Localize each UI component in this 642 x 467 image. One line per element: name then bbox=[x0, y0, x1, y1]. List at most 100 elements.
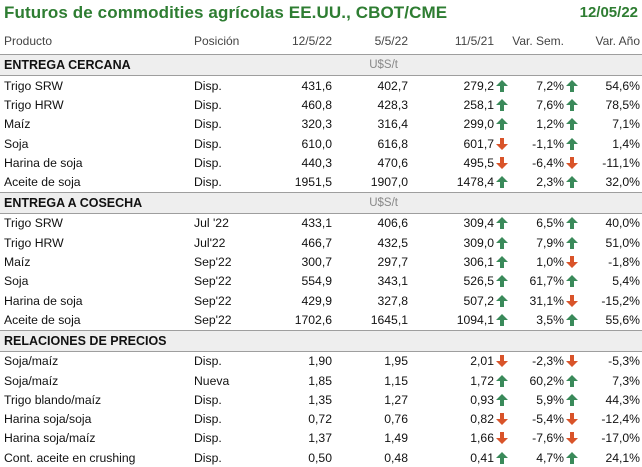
section-unit: U$S/t bbox=[274, 54, 408, 76]
cell-var-sem: 1,0% bbox=[508, 252, 578, 271]
cell-var-ano: -12,4% bbox=[601, 412, 640, 427]
arrow-down-icon bbox=[496, 355, 508, 368]
cell-var-sem-value: -7,6% bbox=[532, 431, 564, 446]
cell-var-sem: 31,1% bbox=[508, 291, 578, 310]
cell-posicion: Nueva bbox=[194, 373, 230, 388]
cell-var-ano: -1,8% bbox=[608, 255, 640, 270]
cell-12-5-22: 466,7 bbox=[301, 235, 333, 250]
arrow-down-icon bbox=[496, 432, 508, 445]
table-row: Maíz Sep'22 300,7 297,7 306,1 1,0% -1,8% bbox=[0, 252, 642, 271]
cell-var-sem: 7,2% bbox=[508, 76, 578, 96]
commodities-table: Producto Posición 12/5/22 5/5/22 11/5/21… bbox=[0, 28, 642, 467]
arrow-up-icon bbox=[496, 118, 508, 131]
arrow-down-icon bbox=[566, 294, 578, 307]
header-posicion: Posición bbox=[194, 28, 274, 55]
arrow-up-icon bbox=[566, 79, 578, 92]
cell-11-5-21-value: 0,41 bbox=[470, 450, 494, 465]
table-row: Soja/maíz Disp. 1,90 1,95 2,01 -2,3% -5,3% bbox=[0, 351, 642, 371]
cell-var-ano: 40,0% bbox=[605, 216, 640, 231]
cell-var-ano: -17,0% bbox=[601, 431, 640, 446]
cell-producto: Maíz bbox=[4, 255, 31, 270]
cell-var-ano: 32,0% bbox=[605, 175, 640, 190]
cell-var-ano: 55,6% bbox=[605, 312, 640, 327]
cell-var-sem: 4,7% bbox=[508, 448, 578, 467]
cell-11-5-21: 1478,4 bbox=[408, 172, 508, 192]
arrow-down-icon bbox=[566, 432, 578, 445]
arrow-up-icon bbox=[566, 451, 578, 464]
cell-var-sem-value: 2,3% bbox=[536, 175, 564, 190]
arrow-up-icon bbox=[496, 275, 508, 288]
table-row: Harina soja/maíz Disp. 1,37 1,49 1,66 -7,6% -1… bbox=[0, 429, 642, 448]
cell-var-sem-value: -5,4% bbox=[532, 412, 564, 427]
cell-11-5-21-value: 309,0 bbox=[463, 235, 495, 250]
arrow-up-icon bbox=[566, 374, 578, 387]
cell-producto: Harina soja/maíz bbox=[4, 431, 96, 446]
cell-var-sem: 6,5% bbox=[508, 213, 578, 233]
cell-12-5-22: 0,50 bbox=[308, 450, 332, 465]
cell-var-sem-value: 60,2% bbox=[529, 373, 564, 388]
cell-var-ano: 44,3% bbox=[605, 392, 640, 407]
cell-5-5-22: 402,7 bbox=[377, 78, 409, 93]
cell-11-5-21: 0,93 bbox=[408, 390, 508, 409]
arrow-up-icon bbox=[566, 118, 578, 131]
cell-11-5-21: 299,0 bbox=[408, 115, 508, 134]
header-var-sem: Var. Sem. bbox=[508, 28, 578, 55]
page-title: Futuros de commodities agrícolas EE.UU.,… bbox=[4, 3, 448, 22]
cell-posicion: Jul'22 bbox=[194, 235, 226, 250]
cell-11-5-21-value: 1,66 bbox=[470, 431, 494, 446]
cell-var-sem-value: 5,9% bbox=[536, 392, 564, 407]
cell-var-ano: 5,4% bbox=[612, 274, 640, 289]
cell-var-sem: 1,2% bbox=[508, 115, 578, 134]
cell-var-sem-value: -2,3% bbox=[532, 354, 564, 369]
cell-5-5-22: 406,6 bbox=[377, 216, 409, 231]
cell-12-5-22: 440,3 bbox=[301, 155, 333, 170]
cell-5-5-22: 1,27 bbox=[384, 392, 408, 407]
cell-12-5-22: 610,0 bbox=[301, 136, 333, 151]
cell-var-sem-value: 7,6% bbox=[536, 97, 564, 112]
cell-producto: Soja bbox=[4, 274, 29, 289]
cell-12-5-22: 1,90 bbox=[308, 354, 332, 369]
cell-11-5-21-value: 309,4 bbox=[463, 216, 495, 231]
cell-var-ano: 54,6% bbox=[605, 78, 640, 93]
arrow-up-icon bbox=[496, 374, 508, 387]
cell-5-5-22: 428,3 bbox=[377, 97, 409, 112]
table-row: Aceite de soja Sep'22 1702,6 1645,1 1094,1 3,… bbox=[0, 310, 642, 330]
arrow-up-icon bbox=[566, 176, 578, 189]
cell-var-sem-value: 7,2% bbox=[536, 78, 564, 93]
cell-11-5-21: 601,7 bbox=[408, 134, 508, 153]
cell-12-5-22: 1,85 bbox=[308, 373, 332, 388]
section-header: RELACIONES DE PRECIOS bbox=[0, 329, 642, 352]
cell-posicion: Disp. bbox=[194, 117, 222, 132]
cell-posicion: Disp. bbox=[194, 392, 222, 407]
header-producto: Producto bbox=[0, 28, 194, 55]
cell-12-5-22: 1951,5 bbox=[294, 175, 332, 190]
cell-var-sem: -2,3% bbox=[508, 351, 578, 371]
cell-12-5-22: 460,8 bbox=[301, 97, 333, 112]
cell-var-sem: 5,9% bbox=[508, 390, 578, 409]
cell-posicion: Disp. bbox=[194, 78, 222, 93]
cell-12-5-22: 433,1 bbox=[301, 216, 333, 231]
cell-var-sem: -7,6% bbox=[508, 429, 578, 448]
cell-5-5-22: 432,5 bbox=[377, 235, 409, 250]
cell-posicion: Disp. bbox=[194, 431, 222, 446]
cell-var-ano: 24,1% bbox=[605, 450, 640, 465]
arrow-down-icon bbox=[496, 156, 508, 169]
cell-producto: Soja bbox=[4, 136, 29, 151]
cell-12-5-22: 320,3 bbox=[301, 117, 333, 132]
cell-5-5-22: 1,95 bbox=[384, 354, 408, 369]
cell-11-5-21-value: 279,2 bbox=[463, 78, 495, 93]
cell-var-sem: 3,5% bbox=[508, 310, 578, 330]
cell-5-5-22: 1907,0 bbox=[370, 175, 408, 190]
cell-11-5-21: 2,01 bbox=[408, 351, 508, 371]
section-title: RELACIONES DE PRECIOS bbox=[0, 329, 274, 352]
cell-11-5-21-value: 1,72 bbox=[470, 373, 494, 388]
cell-12-5-22: 1,35 bbox=[308, 392, 332, 407]
cell-producto: Harina de soja bbox=[4, 293, 83, 308]
cell-11-5-21: 306,1 bbox=[408, 252, 508, 271]
cell-posicion: Disp. bbox=[194, 155, 222, 170]
arrow-up-icon bbox=[566, 217, 578, 230]
cell-posicion: Disp. bbox=[194, 97, 222, 112]
cell-var-sem: -5,4% bbox=[508, 409, 578, 428]
cell-posicion: Disp. bbox=[194, 450, 222, 465]
cell-var-ano: -5,3% bbox=[608, 354, 640, 369]
